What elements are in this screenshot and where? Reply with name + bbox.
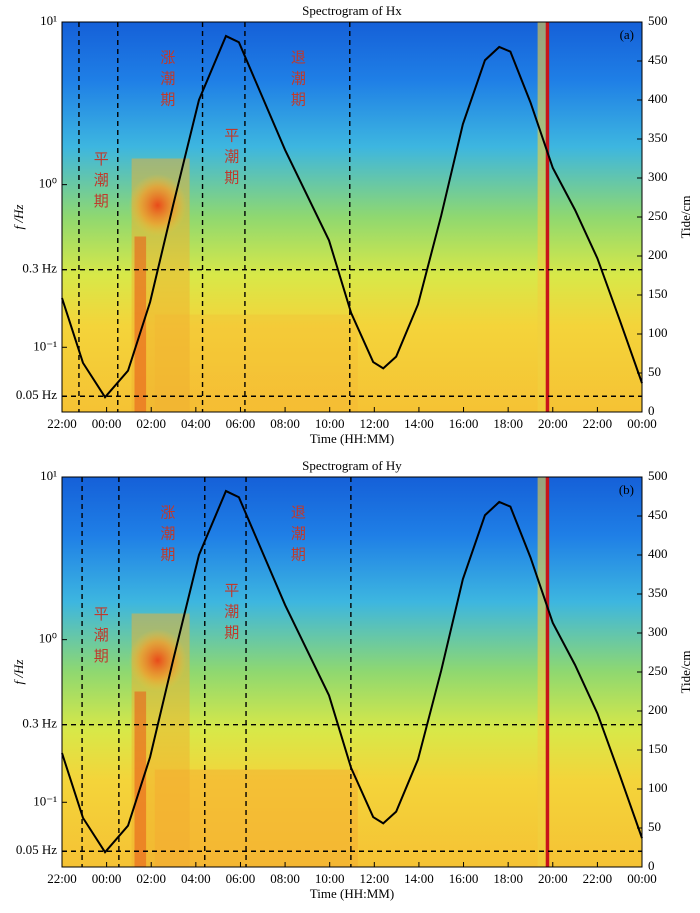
x-tick-label: 08:00 (270, 416, 300, 431)
y2-tick-label: 400 (648, 91, 668, 106)
y2-axis-label: Tide/cm (678, 196, 693, 239)
y2-tick-label: 350 (648, 585, 668, 600)
y2-tick-label: 350 (648, 130, 668, 145)
y2-tick-label: 250 (648, 208, 668, 223)
y2-tick-label: 0 (648, 858, 655, 873)
spectrogram-band (545, 22, 550, 412)
x-tick-label: 10:00 (315, 871, 345, 886)
x-tick-label: 06:00 (226, 416, 256, 431)
y-tick-label: 10¹ (40, 468, 57, 483)
y2-axis-label: Tide/cm (678, 651, 693, 694)
spectrogram-band (537, 22, 549, 412)
annotation: 平潮期 (92, 151, 109, 214)
y-tick-label: 10⁰ (39, 176, 57, 191)
x-tick-label: 22:00 (47, 416, 77, 431)
panel-label: (a) (620, 27, 634, 42)
x-tick-label: 22:00 (47, 871, 77, 886)
spectrogram-hot (128, 629, 187, 692)
x-tick-label: 12:00 (359, 871, 389, 886)
annotation: 退潮期 (289, 49, 306, 112)
spectrogram (62, 22, 642, 412)
y2-tick-label: 150 (648, 741, 668, 756)
x-tick-label: 06:00 (226, 871, 256, 886)
y-axis-label: f /Hz (11, 205, 26, 230)
x-tick-label: 00:00 (92, 416, 122, 431)
x-tick-label: 14:00 (404, 871, 434, 886)
y-tick-label: 10⁰ (39, 631, 57, 646)
y2-tick-label: 250 (648, 663, 668, 678)
x-tick-label: 22:00 (583, 871, 613, 886)
y2-tick-label: 300 (648, 169, 668, 184)
x-tick-label: 08:00 (270, 871, 300, 886)
annotation: 涨潮期 (158, 49, 175, 112)
spectrogram-band (154, 314, 358, 412)
annotation: 平潮期 (222, 582, 239, 645)
y-axis-label: f /Hz (11, 660, 26, 685)
x-tick-label: 20:00 (538, 416, 568, 431)
x-tick-label: 18:00 (493, 416, 523, 431)
spectrogram-band (154, 769, 358, 867)
x-axis-label: Time (HH:MM) (310, 431, 394, 446)
spectrogram-band (545, 477, 550, 867)
y2-tick-label: 100 (648, 325, 668, 340)
y-tick-label: 10⁻¹ (33, 338, 57, 353)
y2-tick-label: 500 (648, 468, 668, 483)
reference-label: 0.3 Hz (22, 716, 57, 731)
y2-tick-label: 500 (648, 13, 668, 28)
reference-label: 0.05 Hz (16, 387, 57, 402)
x-axis-label: Time (HH:MM) (310, 886, 394, 901)
x-tick-label: 02:00 (136, 871, 166, 886)
y-tick-label: 10⁻¹ (33, 793, 57, 808)
y2-tick-label: 150 (648, 286, 668, 301)
reference-label: 0.3 Hz (22, 261, 57, 276)
x-tick-label: 00:00 (627, 871, 657, 886)
spectrogram-band (537, 477, 549, 867)
x-tick-label: 14:00 (404, 416, 434, 431)
x-tick-label: 18:00 (493, 871, 523, 886)
x-tick-label: 04:00 (181, 416, 211, 431)
annotation: 平潮期 (92, 606, 109, 669)
spectrogram-band (134, 691, 147, 867)
panel-label: (b) (619, 482, 634, 497)
annotation: 退潮期 (289, 504, 306, 567)
x-tick-label: 16:00 (449, 416, 479, 431)
y2-tick-label: 50 (648, 364, 661, 379)
x-tick-label: 04:00 (181, 871, 211, 886)
x-tick-label: 22:00 (583, 416, 613, 431)
annotation: 涨潮期 (158, 504, 175, 567)
x-tick-label: 12:00 (359, 416, 389, 431)
y-tick-label: 10¹ (40, 13, 57, 28)
spectrogram (62, 477, 642, 867)
spectrogram-hot (128, 174, 187, 237)
y2-tick-label: 450 (648, 52, 668, 67)
y2-tick-label: 450 (648, 507, 668, 522)
tide-line (61, 34, 643, 399)
x-tick-label: 20:00 (538, 871, 568, 886)
y2-tick-label: 300 (648, 624, 668, 639)
chart-title: Spectrogram of Hy (302, 458, 402, 473)
y2-tick-label: 200 (648, 247, 668, 262)
tide-line (61, 489, 643, 854)
reference-label: 0.05 Hz (16, 842, 57, 857)
y2-tick-label: 400 (648, 546, 668, 561)
spectrogram-band (134, 236, 147, 412)
x-tick-label: 00:00 (627, 416, 657, 431)
chart-title: Spectrogram of Hx (302, 3, 402, 18)
annotation: 平潮期 (222, 127, 239, 190)
x-tick-label: 02:00 (136, 416, 166, 431)
y2-tick-label: 0 (648, 403, 655, 418)
x-tick-label: 00:00 (92, 871, 122, 886)
y2-tick-label: 50 (648, 819, 661, 834)
y2-tick-label: 200 (648, 702, 668, 717)
x-tick-label: 16:00 (449, 871, 479, 886)
y2-tick-label: 100 (648, 780, 668, 795)
x-tick-label: 10:00 (315, 416, 345, 431)
